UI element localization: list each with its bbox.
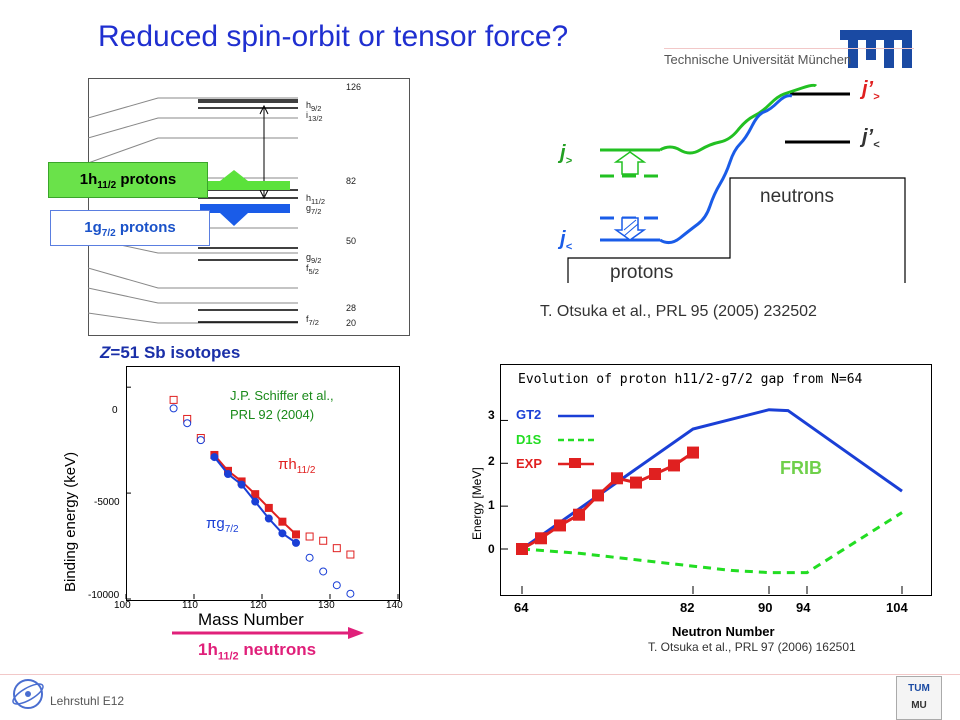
level-label: h9/2: [306, 100, 322, 113]
sb-isotopes-title: Z=51 Sb isotopes: [100, 343, 241, 362]
frib-label: FRIB: [780, 458, 822, 478]
sb-point-h11: [278, 517, 287, 526]
legend-d1s: D1S: [516, 432, 542, 447]
sb-point-g7: [251, 497, 260, 506]
sb-point-g7: [305, 553, 314, 562]
sb-point-g7: [183, 419, 192, 428]
magic-number: 82: [346, 176, 357, 186]
j-prime-less-label: j’<: [862, 126, 880, 151]
sb-ytick: 0: [112, 405, 118, 416]
sb-point-g7: [278, 529, 287, 538]
sb-point-h11: [332, 544, 341, 553]
g7-protons-box: 1g7/2 protons: [50, 210, 210, 246]
gap-chart-frame: [500, 364, 932, 596]
sb-point-h11: [251, 490, 260, 499]
gap-series-d1s: [521, 511, 903, 575]
gap-exp-point: [649, 468, 661, 480]
gap-exp-point: [668, 459, 680, 472]
sb-point-g7: [264, 514, 273, 523]
schiffer-annotation: J.P. Schiffer et al., PRL 92 (2004): [230, 388, 334, 422]
tensor-force-diagram: [567, 83, 906, 283]
level-label: h11/2: [306, 193, 326, 206]
gap-ytick: 1: [488, 498, 495, 512]
sb-chart-plot: [125, 386, 399, 600]
sb-point-h11: [292, 530, 300, 539]
footer-divider: [0, 674, 960, 675]
gap-legend-swatches: [558, 414, 594, 468]
j-greater-label: j>: [560, 142, 572, 167]
gap-ytick: 3: [488, 408, 495, 422]
sb-point-g7: [224, 470, 232, 479]
gap-exp-point: [630, 476, 642, 489]
gap-series-exp: [521, 451, 694, 551]
gap-xticks: 64 82 90 94 104: [514, 600, 908, 615]
gap-ytick: 0: [488, 542, 495, 556]
protons-label: protons: [610, 262, 674, 283]
sb-point-h11: [346, 550, 355, 559]
university-name: Technische Universität München: [664, 52, 852, 67]
level-scheme-panel: [88, 78, 410, 336]
sb-ylabel-wrap: Binding energy (keV): [52, 452, 92, 620]
j-less-label: j<: [560, 228, 572, 253]
sb-xlabel: Mass Number: [198, 610, 304, 629]
tum-logo: [840, 30, 912, 68]
gap-exp-point: [592, 489, 604, 502]
level-label: f5/2: [306, 263, 319, 276]
level-scheme-diagram: [88, 97, 298, 324]
sb-point-g7: [292, 538, 300, 547]
sb-point-g7: [346, 589, 355, 598]
neutrons-label: neutrons: [760, 186, 834, 207]
sb-point-g7: [237, 480, 246, 489]
sb-point-h11: [305, 532, 314, 541]
level-label: f7/2: [306, 314, 319, 327]
institute-logo: TUM MU: [896, 676, 942, 720]
gap-chart-plot: [500, 408, 903, 594]
legend-gt2: GT2: [516, 407, 542, 422]
gap-exp-point: [611, 472, 623, 485]
magic-number: 28: [346, 303, 357, 313]
pi-g7-label: πg7/2: [206, 515, 239, 535]
gap-exp-point: [573, 508, 585, 521]
sb-point-g7: [196, 436, 205, 445]
sb-ytick: -10000: [88, 590, 120, 601]
j-prime-greater-label: j’>: [862, 78, 880, 103]
gap-xlabel: Neutron Number: [672, 624, 775, 639]
gap-exp-point: [535, 532, 547, 545]
e12-logo-icon: [12, 679, 44, 709]
sb-point-g7: [210, 453, 219, 462]
gap-ytick: 2: [488, 454, 495, 468]
gap-reference: T. Otsuka et al., PRL 97 (2006) 162501: [648, 640, 856, 654]
level-label: i13/2: [306, 110, 323, 123]
gap-exp-point: [554, 519, 566, 532]
chair-name: Lehrstuhl E12: [50, 694, 125, 708]
level-label: g7/2: [306, 203, 322, 216]
pi-h11-label: πh11/2: [278, 456, 316, 476]
gap-chart-title: Evolution of proton h11/2-g7/2 gap from …: [518, 372, 863, 387]
gap-exp-point: [516, 543, 528, 555]
gap-exp-point: [687, 446, 699, 459]
sb-ytick: -5000: [94, 497, 120, 508]
sb-point-g7: [319, 567, 328, 576]
magic-number: 126: [346, 82, 362, 92]
legend-exp: EXP: [516, 456, 543, 471]
sb-point-g7: [332, 581, 341, 590]
sb-point-h11: [169, 395, 178, 404]
gap-series-gt2: [521, 408, 903, 551]
sb-chart-frame: [126, 366, 400, 601]
sb-ylabel: Binding energy (keV): [62, 451, 79, 592]
sb-point-g7: [169, 404, 178, 413]
h11-protons-box: 1h11/2 protons: [48, 162, 208, 198]
magic-number: 50: [346, 236, 357, 246]
tensor-reference: T. Otsuka et al., PRL 95 (2005) 232502: [540, 303, 817, 320]
h11-neutrons-label: 1h11/2 neutrons: [198, 640, 317, 663]
sb-point-h11: [264, 503, 273, 512]
gap-ylabel: Energy [MeV]: [470, 467, 484, 540]
neutron-arrow: [172, 627, 364, 639]
magic-number: 20: [346, 318, 357, 328]
level-label: g9/2: [306, 252, 322, 265]
header-divider: [664, 48, 914, 49]
sb-point-h11: [319, 536, 328, 545]
slide-title: Reduced spin-orbit or tensor force?: [98, 20, 569, 53]
